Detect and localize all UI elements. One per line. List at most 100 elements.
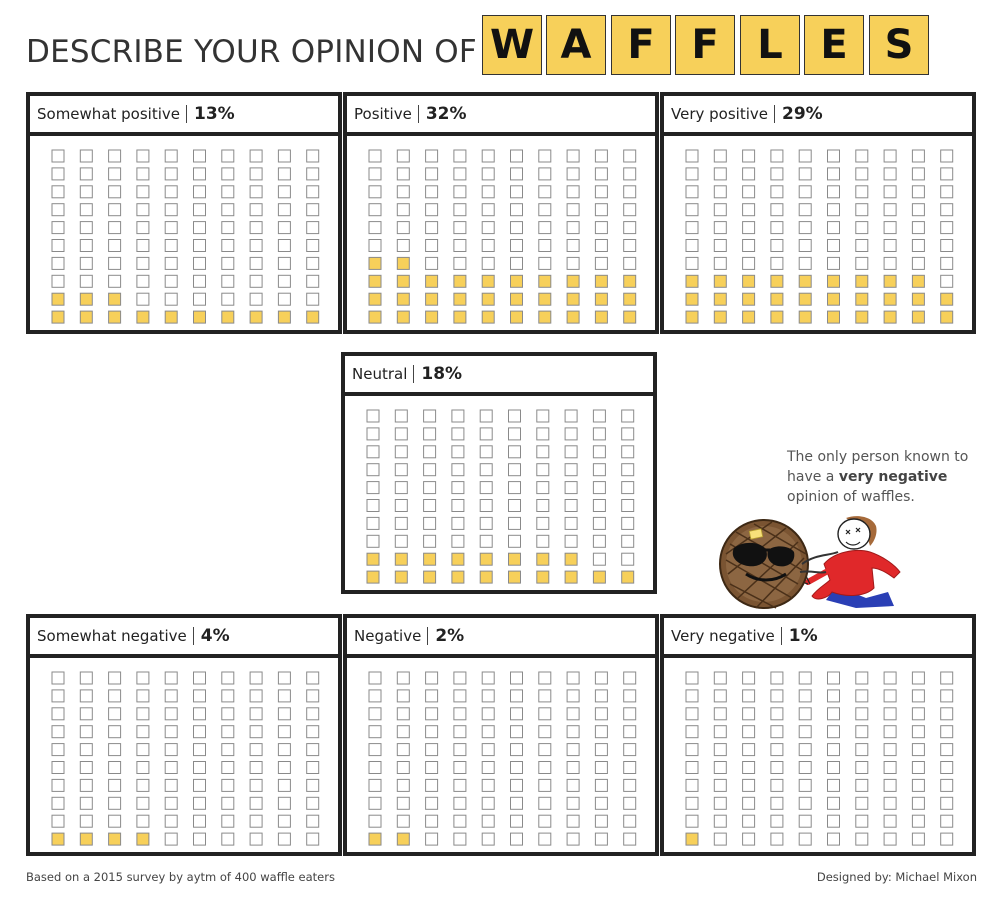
waffle-cell-empty xyxy=(193,149,206,163)
waffle-cell-empty xyxy=(221,671,235,685)
waffle-cell-empty xyxy=(396,671,410,685)
waffle-cell-filled xyxy=(940,292,954,306)
waffle-cell-filled xyxy=(621,570,635,584)
waffle-grid xyxy=(51,671,320,846)
waffle-cell-empty xyxy=(79,203,93,217)
waffle-cell-empty xyxy=(451,409,465,423)
waffle-cell-empty xyxy=(827,796,840,810)
waffle-cell-empty xyxy=(451,427,465,441)
waffle-cell-filled xyxy=(592,570,606,584)
waffle-cell-empty xyxy=(911,814,925,828)
waffle-cell-empty xyxy=(164,671,178,685)
waffle-cell-empty xyxy=(396,239,410,252)
waffle-cell-empty xyxy=(193,743,206,757)
waffle-cell-empty xyxy=(136,149,150,163)
waffle-cell-filled xyxy=(685,832,699,846)
waffle-cell-empty xyxy=(221,743,235,757)
waffle-cell-empty xyxy=(108,743,122,757)
waffle-cell-empty xyxy=(453,689,467,703)
waffle-cell-filled xyxy=(453,274,467,288)
waffle-cell-empty xyxy=(306,185,320,199)
waffle-cell-empty xyxy=(566,167,580,181)
waffle-cell-empty xyxy=(510,689,523,703)
waffle-cell-empty xyxy=(108,707,122,721)
waffle-cell-filled xyxy=(940,310,954,324)
waffle-cell-empty xyxy=(621,534,635,548)
waffle-cell-empty xyxy=(623,149,637,163)
panel-label: Very positive xyxy=(671,105,768,123)
waffle-cell-empty xyxy=(510,796,523,810)
waffle-cell-empty xyxy=(566,814,580,828)
waffle-cell-empty xyxy=(510,832,523,846)
waffle-cell-empty xyxy=(770,239,784,252)
panel-header: Positive 32% xyxy=(347,96,655,136)
waffle-cell-empty xyxy=(193,707,206,721)
waffle-grid xyxy=(368,671,637,846)
waffle-cell-empty xyxy=(396,814,410,828)
waffle-cell-empty xyxy=(538,814,552,828)
waffle-cell-filled xyxy=(538,274,552,288)
waffle-cell-empty xyxy=(453,239,467,252)
waffle-cell-empty xyxy=(623,796,637,810)
waffle-cell-empty xyxy=(394,427,408,441)
waffle-cell-empty xyxy=(394,516,408,530)
waffle-cell-empty xyxy=(221,185,235,199)
waffle-cell-filled xyxy=(770,310,784,324)
waffle-cell-empty xyxy=(396,149,410,163)
waffle-cell-empty xyxy=(594,256,608,270)
waffle-cell-empty xyxy=(481,796,495,810)
waffle-cell-empty xyxy=(538,256,552,270)
waffle-cell-empty xyxy=(368,671,382,685)
waffle-cell-empty xyxy=(164,221,178,235)
waffle-cell-empty xyxy=(425,203,439,217)
waffle-cell-empty xyxy=(827,707,840,721)
waffle-cell-empty xyxy=(940,274,954,288)
title-tile-3: F xyxy=(611,15,671,75)
panel-percent: 13% xyxy=(194,104,235,124)
waffle-cell-empty xyxy=(594,689,608,703)
waffle-cell-filled xyxy=(108,310,122,324)
waffle-cell-empty xyxy=(453,778,467,792)
waffle-cell-empty xyxy=(742,221,756,235)
title-tile-4: F xyxy=(675,15,735,75)
waffle-cell-filled xyxy=(368,310,382,324)
waffle-cell-empty xyxy=(940,796,954,810)
panel-header-divider xyxy=(773,105,775,123)
waffle-cell-empty xyxy=(855,832,869,846)
waffle-cell-empty xyxy=(425,796,439,810)
waffle-cell-empty xyxy=(306,725,320,739)
waffle-cell-empty xyxy=(538,725,552,739)
waffle-cell-filled xyxy=(396,832,410,846)
waffle-cell-empty xyxy=(136,689,150,703)
waffle-cell-empty xyxy=(566,671,580,685)
waffle-cell-filled xyxy=(221,310,235,324)
waffle-cell-empty xyxy=(193,814,206,828)
waffle-cell-filled xyxy=(136,832,150,846)
waffle-cell-empty xyxy=(368,203,382,217)
panel-label: Negative xyxy=(354,627,422,645)
waffle-cell-empty xyxy=(423,427,437,441)
waffle-cell-empty xyxy=(883,761,897,774)
waffle-cell-empty xyxy=(479,481,493,495)
waffle-cell-empty xyxy=(685,814,699,828)
waffle-cell-empty xyxy=(566,149,580,163)
waffle-cell-empty xyxy=(536,427,550,441)
waffle-cell-empty xyxy=(193,239,206,252)
waffle-cell-empty xyxy=(453,761,467,774)
waffle-cell-empty xyxy=(592,552,606,566)
waffle-cell-empty xyxy=(79,256,93,270)
waffle-cell-empty xyxy=(479,409,493,423)
waffle-cell-empty xyxy=(911,689,925,703)
waffle-cell-empty xyxy=(592,445,606,459)
waffle-grid xyxy=(685,671,954,846)
waffle-cell-empty xyxy=(798,239,812,252)
waffle-cell-empty xyxy=(855,778,869,792)
waffle-cell-empty xyxy=(770,725,784,739)
waffle-cell-empty xyxy=(770,689,784,703)
waffle-cell-empty xyxy=(425,743,439,757)
waffle-cell-filled xyxy=(79,292,93,306)
waffle-cell-filled xyxy=(451,570,465,584)
waffle-cell-empty xyxy=(713,689,727,703)
waffle-cell-empty xyxy=(564,409,578,423)
waffle-cell-empty xyxy=(368,149,382,163)
